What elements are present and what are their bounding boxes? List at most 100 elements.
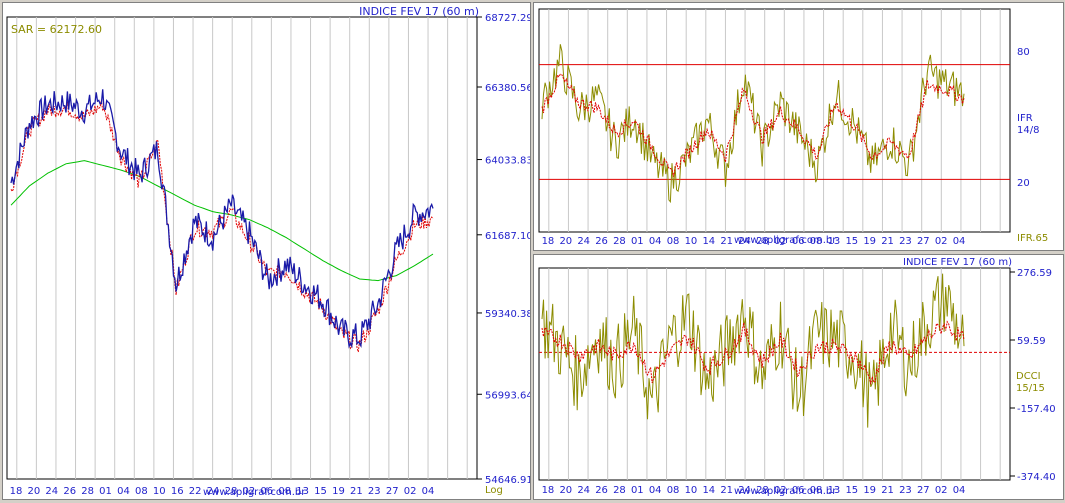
- dcci-y-tick-label: -374.40: [1017, 472, 1056, 483]
- dcci-x-axis: 18 20 24 26 28 01 04 08 10 14 21 24 28 02 06 08 13 15 19 21…: [542, 485, 966, 496]
- dcci-series-group: [539, 273, 1010, 428]
- x-tick-label: 28: [81, 486, 94, 497]
- price-y-axis: 68727.29 66380.56 64033.83 61687.10 59340.38…: [477, 13, 530, 486]
- price-chart-svg: SAR = 62172.60 INDICE FEV 17 (60 m) 6872…: [6, 5, 530, 498]
- dcci-chart-svg: INDICE FEV 17 (60 m) 276.59 59.59 -157.40 -…: [538, 257, 1056, 497]
- dcci-y-tick-label: 276.59: [1017, 268, 1052, 279]
- ifr-signal-line: [541, 73, 965, 177]
- x-tick-label: 28: [613, 485, 626, 496]
- y-tick-label: 59340.38: [485, 309, 530, 320]
- x-tick-label: 24: [577, 485, 590, 496]
- ifr-plot-frame: [538, 8, 1011, 233]
- x-tick-label: 14: [702, 236, 715, 247]
- y-tick-label: 61687.10: [485, 231, 530, 242]
- x-tick-label: 21: [881, 485, 894, 496]
- dcci-params: 15/15: [1016, 383, 1045, 394]
- ifr-bottom-label: IFR.65: [1017, 233, 1048, 244]
- x-tick-label: 21: [720, 485, 733, 496]
- moving-average-line: [10, 160, 434, 282]
- x-tick-label: 19: [332, 486, 345, 497]
- x-tick-label: 08: [810, 236, 823, 247]
- x-tick-label: 24: [738, 485, 751, 496]
- ifr-chart-svg: 80 20 IFR 14/8 IFR.65 18 20 24 26 28 01 04 08 10…: [538, 8, 1048, 247]
- x-tick-label: 18: [542, 485, 555, 496]
- x-tick-label: 04: [649, 236, 662, 247]
- ifr-label: IFR: [1017, 113, 1033, 124]
- y-tick-label: 54646.91: [485, 475, 530, 486]
- x-tick-label: 20: [28, 486, 41, 497]
- dcci-watermark: www.apligraf.com.br: [734, 486, 837, 497]
- x-tick-label: 15: [314, 486, 327, 497]
- x-tick-label: 16: [171, 486, 184, 497]
- x-tick-label: 04: [953, 236, 966, 247]
- x-tick-label: 15: [845, 485, 858, 496]
- x-tick-label: 24: [577, 236, 590, 247]
- y-tick-label: 64033.83: [485, 156, 530, 167]
- x-tick-label: 15: [845, 236, 858, 247]
- x-tick-label: 13: [296, 486, 309, 497]
- x-tick-label: 23: [368, 486, 381, 497]
- x-tick-label: 01: [631, 485, 644, 496]
- x-tick-label: 21: [881, 236, 894, 247]
- x-tick-label: 18: [10, 486, 23, 497]
- price-plot-frame: [6, 16, 478, 480]
- y-tick-label: 56993.64: [485, 390, 530, 401]
- y-tick-label: 66380.56: [485, 83, 530, 94]
- x-tick-label: 01: [631, 236, 644, 247]
- x-tick-label: 02: [774, 236, 787, 247]
- x-tick-label: 04: [649, 485, 662, 496]
- x-tick-label: 08: [135, 486, 148, 497]
- x-tick-label: 24: [45, 486, 58, 497]
- x-tick-label: 02: [935, 236, 948, 247]
- x-tick-label: 21: [350, 486, 363, 497]
- x-tick-label: 04: [953, 485, 966, 496]
- scale-label: Log: [485, 485, 503, 496]
- price-series-group: [10, 89, 434, 353]
- dcci-label: DCCI: [1016, 371, 1041, 382]
- x-tick-label: 01: [99, 486, 112, 497]
- x-tick-label: 27: [386, 486, 399, 497]
- x-tick-label: 02: [243, 486, 256, 497]
- x-tick-label: 23: [899, 236, 912, 247]
- x-tick-label: 20: [559, 236, 572, 247]
- watermark: www.apligraf.com.br: [203, 487, 306, 498]
- x-tick-label: 21: [720, 236, 733, 247]
- x-tick-label: 28: [756, 485, 769, 496]
- x-tick-label: 27: [917, 236, 930, 247]
- dcci-grid: [548, 268, 1001, 480]
- x-tick-label: 28: [756, 236, 769, 247]
- dcci-y-axis: 276.59 59.59 -157.40 -374.40: [1010, 268, 1056, 483]
- x-tick-label: 27: [917, 485, 930, 496]
- dcci-y-tick-label: 59.59: [1017, 336, 1046, 347]
- x-tick-label: 08: [810, 485, 823, 496]
- x-tick-label: 19: [863, 236, 876, 247]
- x-tick-label: 06: [260, 486, 273, 497]
- x-tick-label: 22: [189, 486, 202, 497]
- price-chart-panel[interactable]: SAR = 62172.60 INDICE FEV 17 (60 m) 6872…: [2, 2, 531, 500]
- x-tick-label: 08: [667, 485, 680, 496]
- x-tick-label: 26: [63, 486, 76, 497]
- x-tick-label: 08: [667, 236, 680, 247]
- ifr-line: [541, 44, 965, 204]
- x-tick-label: 26: [595, 236, 608, 247]
- x-tick-label: 10: [685, 485, 698, 496]
- x-tick-label: 06: [792, 485, 805, 496]
- price-line: [10, 89, 434, 349]
- x-tick-label: 02: [774, 485, 787, 496]
- x-tick-label: 14: [702, 485, 715, 496]
- x-tick-label: 19: [863, 485, 876, 496]
- ifr-series-group: [539, 44, 1010, 204]
- dcci-signal-line: [541, 320, 965, 385]
- dcci-chart-panel[interactable]: INDICE FEV 17 (60 m) 276.59 59.59 -157.40 -…: [533, 254, 1064, 500]
- ifr-chart-panel[interactable]: 80 20 IFR 14/8 IFR.65 18 20 24 26 28 01 04 08 10…: [533, 2, 1064, 251]
- dcci-y-tick-label: -157.40: [1017, 404, 1056, 415]
- dcci-title: INDICE FEV 17 (60 m): [903, 257, 1012, 268]
- x-tick-label: 06: [792, 236, 805, 247]
- sar-label: SAR = 62172.60: [11, 23, 102, 36]
- x-tick-label: 02: [404, 486, 417, 497]
- x-tick-label: 18: [542, 236, 555, 247]
- x-tick-label: 10: [153, 486, 166, 497]
- x-tick-label: 10: [685, 236, 698, 247]
- dcci-line: [541, 273, 965, 428]
